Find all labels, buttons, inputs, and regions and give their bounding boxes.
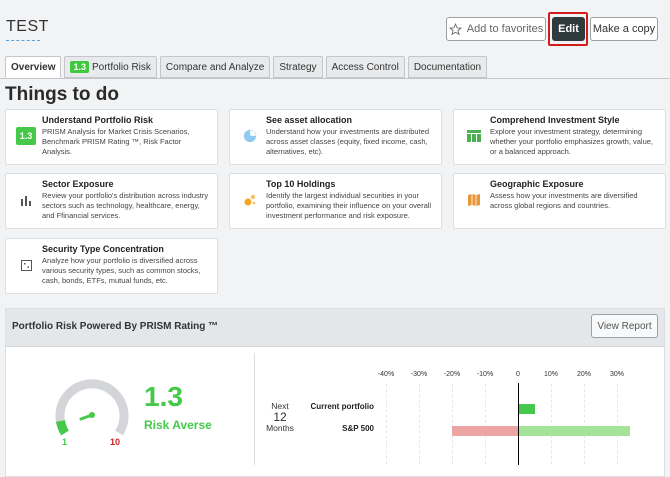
tab-label: Documentation <box>413 61 482 73</box>
card-description: Explore your investment strategy, determ… <box>490 127 654 156</box>
portfolio-title[interactable]: TEST <box>6 18 49 35</box>
card-understand-portfolio-risk[interactable]: 1.3 Understand Portfolio Risk PRISM Anal… <box>5 109 218 165</box>
category-label: Current portfolio <box>310 402 374 411</box>
title-underline <box>6 40 40 41</box>
card-see-asset-allocation[interactable]: See asset allocation Understand how your… <box>229 109 442 165</box>
horizon-unit: Months <box>266 423 294 433</box>
horizon-number: 12 <box>273 410 287 424</box>
panel-title: Portfolio Risk Powered By PRISM Rating ™ <box>12 321 219 332</box>
bubbles-icon <box>239 189 261 211</box>
range-bar-positive <box>518 404 535 414</box>
gauge-track <box>55 379 129 436</box>
gauge-pivot <box>89 412 95 418</box>
tab-strategy[interactable]: Strategy <box>273 56 323 78</box>
card-title: Top 10 Holdings <box>266 179 336 189</box>
category-label: S&P 500 <box>342 424 374 433</box>
add-to-favorites-label: Add to favorites <box>466 23 544 35</box>
gridline <box>452 384 453 464</box>
card-title: Security Type Concentration <box>42 244 164 254</box>
gridline <box>617 384 618 464</box>
gridline <box>419 384 420 464</box>
gridline <box>485 384 486 464</box>
card-title: Understand Portfolio Risk <box>42 115 154 125</box>
x-tick-label: -10% <box>476 371 494 378</box>
card-security-type-concentration[interactable]: Security Type Concentration Analyze how … <box>5 238 218 294</box>
card-comprehend-investment-style[interactable]: Comprehend Investment Style Explore your… <box>453 109 666 165</box>
zero-axis-line <box>518 383 519 465</box>
x-tick-label: -20% <box>443 371 461 378</box>
score-badge-icon: 1.3 <box>15 125 37 147</box>
card-sector-exposure[interactable]: Sector Exposure Review your portfolio's … <box>5 173 218 229</box>
section-heading: Things to do <box>5 84 119 105</box>
x-tick-label: -30% <box>410 371 428 378</box>
x-tick-label: 10% <box>543 371 558 378</box>
star-icon <box>448 22 462 35</box>
x-tick-label: 30% <box>609 371 624 378</box>
add-to-favorites-button[interactable]: Add to favorites <box>446 17 546 41</box>
gauge-min-label: 1 <box>62 437 68 447</box>
gridline <box>551 384 552 464</box>
edit-button[interactable]: Edit <box>552 17 585 41</box>
card-title: Sector Exposure <box>42 179 114 189</box>
card-description: Review your portfolio's distribution acr… <box>42 191 209 220</box>
pie-chart-icon <box>239 125 261 147</box>
table-icon <box>463 125 485 147</box>
gauge-max-label: 10 <box>110 437 121 447</box>
card-description: Analyze how your portfolio is diversifie… <box>42 256 201 285</box>
tab-portfolio-risk[interactable]: 1.3 Portfolio Risk <box>64 56 157 78</box>
tab-label: Access Control <box>331 61 399 73</box>
tab-label: Strategy <box>279 61 317 73</box>
tab-label: Compare and Analyze <box>165 61 265 73</box>
horizon-next: Next <box>271 401 289 411</box>
risk-gauge <box>55 379 129 436</box>
card-title: Geographic Exposure <box>490 179 584 189</box>
card-description: Assess how your investments are diversif… <box>490 191 638 210</box>
tabs-divider <box>0 78 670 79</box>
card-title: See asset allocation <box>266 115 353 125</box>
panel-header: Portfolio Risk Powered By PRISM Rating ™… <box>6 309 664 347</box>
card-title: Comprehend Investment Style <box>490 115 620 125</box>
tab-compare-and-analyze[interactable]: Compare and Analyze <box>159 56 271 78</box>
x-tick-label: -40% <box>377 371 395 378</box>
gridline <box>386 384 387 464</box>
grid-icon <box>15 254 37 276</box>
card-description: Identify the largest individual securiti… <box>266 191 432 220</box>
panel-divider <box>254 353 255 465</box>
range-bar-negative <box>452 426 518 436</box>
tab-documentation[interactable]: Documentation <box>407 56 488 78</box>
tab-label: Overview <box>11 61 56 73</box>
tab-access-control[interactable]: Access Control <box>325 56 405 78</box>
map-icon <box>463 189 485 211</box>
gauge-fill <box>56 420 69 436</box>
risk-score-badge: 1.3 <box>70 61 89 73</box>
edit-highlight-box <box>548 12 588 46</box>
card-description: Understand how your investments are dist… <box>266 127 430 156</box>
risk-level-label: Risk Averse <box>144 418 212 432</box>
make-a-copy-button[interactable]: Make a copy <box>590 17 658 41</box>
portfolio-risk-panel: Portfolio Risk Powered By PRISM Rating ™… <box>5 308 665 477</box>
score-badge: 1.3 <box>16 127 36 145</box>
tab-bar: Overview 1.3 Portfolio Risk Compare and … <box>5 56 488 78</box>
tab-label: Portfolio Risk <box>92 61 151 73</box>
card-geographic-exposure[interactable]: Geographic Exposure Assess how your inve… <box>453 173 666 229</box>
x-tick-label: 0 <box>516 371 520 378</box>
tab-overview[interactable]: Overview <box>5 56 62 78</box>
gridline <box>584 384 585 464</box>
range-bar-positive <box>518 426 631 436</box>
risk-score: 1.3 <box>144 381 183 412</box>
x-tick-label: 20% <box>576 371 591 378</box>
card-top-10-holdings[interactable]: Top 10 Holdings Identify the largest ind… <box>229 173 442 229</box>
card-description: PRISM Analysis for Market Crisis Scenari… <box>42 127 190 156</box>
bar-chart-icon <box>15 189 37 211</box>
time-horizon: Next 12 Months <box>262 401 298 434</box>
view-report-button[interactable]: View Report <box>591 314 658 338</box>
